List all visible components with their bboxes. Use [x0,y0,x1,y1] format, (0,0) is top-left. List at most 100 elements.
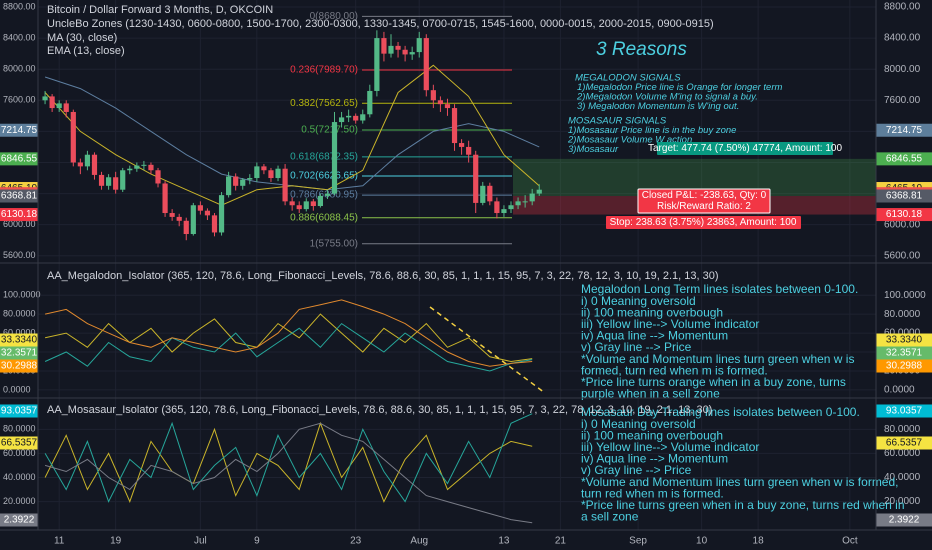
price-tag [876,333,932,347]
note-text: *Volume and Momentum lines turn green wh… [581,352,854,366]
price-tag [0,359,38,373]
price-tag [876,513,932,527]
note-text: iii) Yellow line--> Volume indicator [581,317,759,331]
candle-body [536,189,542,194]
y-tick-label: 8800.00 [884,2,921,13]
isolator-line [44,313,533,363]
legend-entry: MA (30, close) [47,32,117,44]
candle-body [105,177,112,186]
candle-body [430,90,436,101]
price-tag-label: 6130.18 [886,209,923,220]
stop-box [606,216,801,229]
zones-legend: UncleBo Zones (1230-1430, 0600-0800, 150… [47,18,714,30]
candle-body [480,185,486,203]
price-tag [0,189,38,203]
price-tag [0,404,38,418]
price-tag [876,152,932,166]
price-tag [876,359,932,373]
price-tag [876,123,932,137]
y-tick-label: 40.0000 [884,472,921,483]
megalodon-title: AA_Megalodon_Isolator (365, 120, 78.6, L… [47,270,718,282]
candle-body [261,166,267,171]
candle-body [416,38,422,53]
x-tick-label: 21 [555,536,567,547]
fib-label: 1(5755.00) [310,238,358,249]
indicator-line [44,64,540,206]
note-text: iv) Aqua line --> Momentum [581,329,728,343]
candle-body [296,205,302,210]
candle-body [197,205,203,211]
isolator-line [44,422,533,524]
candle-body [70,111,76,163]
price-tag-label: 30.2988 [886,361,923,372]
candle-body [444,104,451,109]
isolator-line [44,421,533,503]
rr-label: Risk/Reward Ratio: 2 [657,201,751,212]
candle-body [218,195,225,233]
candle-body [56,103,62,109]
note-text: ii) 100 meaning overbough [581,428,723,442]
price-tag-label: 33.3340 [1,335,38,346]
price-tag-label: 66.5357 [886,438,923,449]
y-tick-label: 80.0000 [3,309,36,319]
note-text: i) 0 Meaning oversold [581,417,696,431]
price-tag [0,436,38,450]
candle-body [42,96,48,101]
y-tick-label: 60.0000 [3,448,36,458]
fib-label: 0.886(6088.45) [290,212,358,223]
candle-body [451,108,458,144]
note-text: formed, turn red when m is formed. [581,363,768,377]
candle-body [522,201,528,203]
note-text: Megalodon Long Term lines isolates betwe… [581,282,858,296]
candle-body [409,52,415,55]
pnl-label: Closed P&L: -238.63, Qty: 0 [642,190,767,201]
y-tick-label: 5600.00 [3,250,36,260]
candle-body [395,45,401,50]
x-tick-label: 9 [254,536,260,547]
price-tag-label: 7214.75 [1,125,38,136]
fib-label: 0.702(6626.65) [290,171,358,182]
candle-body [77,162,83,167]
candle-body [346,115,352,118]
candle-body [148,164,154,171]
legend-entry: EMA (13, close) [47,45,125,57]
note-text: Mosasaur Day Trading lines isolates betw… [581,405,860,419]
candle-body [190,205,196,235]
y-tick-label: 6000.00 [3,219,36,229]
price-tag [0,513,38,527]
candle-body [240,179,246,186]
x-tick-label: Jul [194,536,207,547]
price-tag [876,436,932,450]
fib-label: 0.382(7562.65) [290,98,358,109]
price-tag-label: 6368.81 [1,191,38,202]
signal-text: MOSASAUR SIGNALS [568,116,667,127]
fib-label: 0.236(7989.70) [290,65,358,76]
candle-body [155,170,161,184]
candle-body [141,164,147,166]
y-tick-label: 8000.00 [884,64,921,75]
note-text: i) 0 Meaning oversold [581,294,696,308]
candle-body [331,122,338,194]
candle-body [388,45,394,54]
x-tick-label: Aug [410,536,428,547]
candle-body [254,166,260,179]
candle-body [233,176,239,186]
candle-body [120,170,126,190]
price-tag-label: 32.3571 [886,348,923,359]
y-tick-label: 80.0000 [884,309,921,320]
candle-body [458,143,465,147]
candle-body [466,146,472,155]
signal-text: 2)Megalodon Volume M'ing to signal a buy… [576,92,758,103]
candle-body [282,168,288,202]
y-tick-label: 8800.00 [3,1,36,11]
note-text: iii) Yellow line--> Volume indicator [581,440,759,454]
candle-body [169,213,175,217]
y-tick-label: 7600.00 [884,95,921,106]
candle-body [437,100,444,105]
note-text: ii) 100 meaning overbough [581,305,723,319]
candle-body [501,209,507,214]
price-tag [0,346,38,360]
candle-body [49,96,55,109]
